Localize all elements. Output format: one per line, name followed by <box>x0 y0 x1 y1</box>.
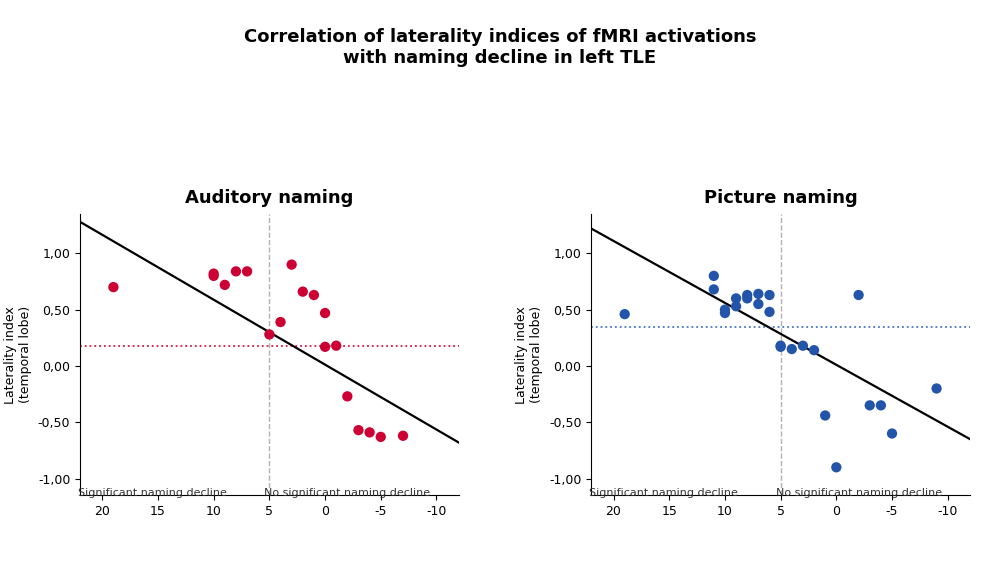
Point <box>706 285 722 294</box>
Point <box>217 280 233 289</box>
Point <box>817 411 833 420</box>
Point <box>728 294 744 303</box>
Point <box>295 287 311 296</box>
Point <box>273 318 289 327</box>
Point <box>206 271 222 280</box>
Text: Correlation of laterality indices of fMRI activations
with naming decline in lef: Correlation of laterality indices of fMR… <box>244 28 756 67</box>
Title: Auditory naming: Auditory naming <box>185 189 354 207</box>
Point <box>317 309 333 318</box>
Text: No significant naming decline: No significant naming decline <box>264 488 430 498</box>
Text: No significant naming decline: No significant naming decline <box>776 488 942 498</box>
Point <box>739 291 755 300</box>
Point <box>761 307 777 316</box>
Point <box>105 283 121 292</box>
Point <box>617 310 633 319</box>
Point <box>873 401 889 410</box>
Point <box>795 341 811 350</box>
Point <box>395 431 411 440</box>
Y-axis label: Laterality index
(temporal lobe): Laterality index (temporal lobe) <box>515 306 543 404</box>
Point <box>784 345 800 354</box>
Point <box>851 291 867 300</box>
Point <box>828 463 844 472</box>
Title: Picture naming: Picture naming <box>704 189 858 207</box>
Point <box>706 271 722 280</box>
Point <box>228 267 244 276</box>
Point <box>362 428 378 437</box>
Point <box>306 291 322 300</box>
Y-axis label: Laterality index
(temporal lobe): Laterality index (temporal lobe) <box>4 306 32 404</box>
Point <box>206 269 222 278</box>
Point <box>862 401 878 410</box>
Point <box>750 289 766 298</box>
Point <box>761 291 777 300</box>
Point <box>717 309 733 318</box>
Point <box>739 294 755 303</box>
Point <box>884 429 900 438</box>
Point <box>261 330 277 339</box>
Point <box>239 267 255 276</box>
Point <box>373 432 389 441</box>
Point <box>284 260 300 269</box>
Point <box>929 384 945 393</box>
Point <box>328 341 344 350</box>
Point <box>728 302 744 311</box>
Point <box>806 346 822 355</box>
Point <box>339 392 355 401</box>
Point <box>317 342 333 351</box>
Point <box>717 305 733 314</box>
Point <box>773 342 789 351</box>
Point <box>750 300 766 309</box>
Point <box>350 426 366 435</box>
Point <box>773 341 789 350</box>
Text: Significant naming decline: Significant naming decline <box>78 488 227 498</box>
Text: Significant naming decline: Significant naming decline <box>589 488 738 498</box>
